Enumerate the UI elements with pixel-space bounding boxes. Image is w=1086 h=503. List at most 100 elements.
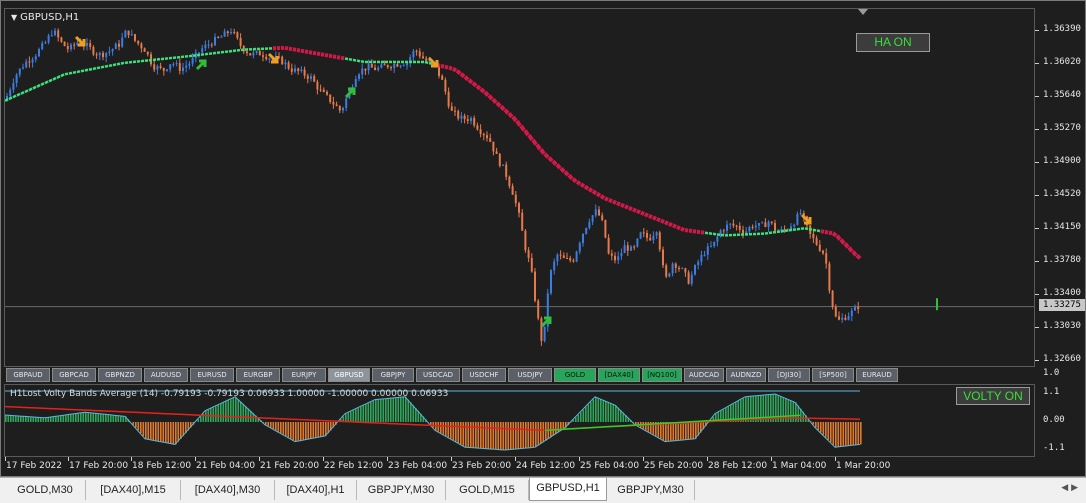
chart-tab[interactable]: GOLD,M30 bbox=[5, 480, 86, 500]
symbol-button-gold[interactable]: GOLD bbox=[554, 368, 596, 382]
ma-segment bbox=[792, 228, 797, 232]
candle bbox=[38, 47, 40, 58]
histogram-bar bbox=[450, 422, 452, 439]
ma-segment bbox=[668, 221, 673, 228]
candle bbox=[713, 241, 716, 248]
candle bbox=[444, 77, 447, 95]
histogram-bar bbox=[25, 416, 27, 422]
histogram-bar bbox=[60, 415, 62, 422]
symbol-button-gbpjpy[interactable]: GBPJPY bbox=[372, 368, 414, 382]
histogram-bar bbox=[35, 417, 37, 422]
indicator-title: H1Lost Volty Bands Average (14) -0.79193… bbox=[10, 389, 449, 399]
histogram-bar bbox=[440, 422, 442, 434]
symbol-button-usdcad[interactable]: USDCAD bbox=[416, 368, 460, 382]
symbol-button-gbpaud[interactable]: GBPAUD bbox=[6, 368, 50, 382]
symbol-button-usdchf[interactable]: USDCHF bbox=[462, 368, 506, 382]
candle bbox=[383, 60, 386, 66]
histogram-bar bbox=[387, 398, 390, 422]
histogram-bar bbox=[700, 422, 702, 433]
candle bbox=[41, 40, 44, 51]
chart-tab-bar: ◀ ▶ GOLD,M30 [DAX40],M15 [DAX40],M30 [DAX40… bbox=[0, 477, 1086, 503]
chart-tab[interactable]: GBPUSD,H1 bbox=[529, 478, 607, 501]
histogram-bar bbox=[417, 410, 420, 422]
candle bbox=[162, 67, 165, 76]
histogram-bar bbox=[485, 422, 487, 449]
symbol-button-usdjpy[interactable]: USDJPY bbox=[508, 368, 552, 382]
ma-segment bbox=[851, 250, 858, 257]
symbol-button-gbpcad[interactable]: GBPCAD bbox=[52, 368, 96, 382]
chart-tab[interactable]: GBPJPY,M30 bbox=[607, 480, 695, 500]
chart-tab[interactable]: [DAX40],H1 bbox=[275, 480, 357, 500]
chart-tab[interactable]: [DAX40],M30 bbox=[181, 480, 275, 500]
histogram-bar bbox=[750, 396, 752, 422]
time-tick bbox=[835, 457, 836, 461]
symbol-button-dji30[interactable]: [DJI30] bbox=[768, 368, 810, 382]
symbol-button-audnzd[interactable]: AUDNZD bbox=[726, 368, 766, 382]
histogram-bar bbox=[350, 411, 352, 422]
price-tick bbox=[1035, 294, 1039, 295]
volty-on-badge[interactable]: VOLTY ON bbox=[956, 387, 1030, 405]
symbol-button-gbpnzd[interactable]: GBPNZD bbox=[98, 368, 142, 382]
histogram-bar bbox=[150, 422, 152, 440]
candle bbox=[700, 250, 703, 266]
symbol-button-nq100[interactable]: [NQ100] bbox=[642, 368, 682, 382]
symbol-button-eurgbp[interactable]: EURGBP bbox=[236, 368, 280, 382]
histogram-bar bbox=[577, 414, 580, 422]
candle bbox=[530, 253, 533, 273]
symbol-button-dax40[interactable]: [DAX40] bbox=[598, 368, 640, 382]
histogram-bar bbox=[737, 401, 740, 422]
dropdown-triangle-icon[interactable]: ▼ bbox=[11, 13, 18, 22]
candle bbox=[588, 218, 591, 230]
histogram-bar bbox=[662, 422, 665, 441]
histogram-bar bbox=[575, 417, 577, 422]
ma-segment bbox=[467, 78, 474, 85]
histogram-bar bbox=[47, 417, 50, 422]
chart-tab[interactable]: GOLD,M15 bbox=[446, 480, 529, 500]
price-chart-pane[interactable]: ▼ GBPUSD,H1 HA ON bbox=[4, 8, 1035, 367]
ma-segment bbox=[656, 217, 661, 223]
histogram-bar bbox=[595, 396, 597, 422]
histogram-bar bbox=[852, 422, 855, 446]
histogram-bar bbox=[675, 422, 677, 441]
ha-on-badge[interactable]: HA ON bbox=[856, 33, 930, 52]
ma-segment bbox=[56, 75, 61, 79]
candle bbox=[546, 288, 549, 332]
symbol-button-eurusd[interactable]: EURUSD bbox=[190, 368, 234, 382]
candle bbox=[450, 102, 453, 112]
candle bbox=[620, 248, 623, 261]
candle bbox=[694, 264, 696, 276]
candle bbox=[188, 61, 191, 70]
candle bbox=[489, 133, 492, 143]
chart-tab[interactable]: [DAX40],M15 bbox=[86, 480, 181, 500]
ma-segment bbox=[664, 220, 669, 226]
ma-segment bbox=[624, 204, 629, 210]
histogram-bar bbox=[137, 422, 140, 431]
ma-segment bbox=[644, 212, 649, 218]
candle bbox=[105, 52, 108, 63]
symbol-button-eurjpy[interactable]: EURJPY bbox=[282, 368, 326, 382]
ma-segment bbox=[620, 202, 625, 208]
candle bbox=[825, 248, 828, 269]
histogram-bar bbox=[520, 422, 522, 449]
histogram-bar bbox=[330, 422, 332, 431]
histogram-bar bbox=[762, 395, 765, 422]
symbol-button-audusd[interactable]: AUDUSD bbox=[144, 368, 188, 382]
histogram-bar bbox=[357, 407, 360, 422]
histogram-bar bbox=[400, 397, 402, 422]
candle bbox=[719, 228, 722, 238]
chart-tab[interactable]: GBPJPY,M30 bbox=[357, 480, 446, 500]
candle bbox=[236, 31, 239, 40]
tab-scroll-arrows-icon[interactable]: ◀ ▶ bbox=[1061, 483, 1078, 493]
symbol-button-audcad[interactable]: AUDCAD bbox=[684, 368, 724, 382]
histogram-bar bbox=[282, 422, 285, 435]
histogram-bar bbox=[542, 422, 545, 443]
candle bbox=[9, 87, 12, 99]
histogram-bar bbox=[692, 422, 695, 440]
symbol-button-gbpusd[interactable]: GBPUSD bbox=[328, 368, 370, 382]
shift-marker-icon bbox=[858, 9, 868, 15]
ma-segment bbox=[84, 68, 89, 72]
symbol-button-euraud[interactable]: EURAUD bbox=[856, 368, 898, 382]
indicator-pane[interactable]: H1Lost Volty Bands Average (14) -0.79193… bbox=[4, 384, 1035, 457]
symbol-button-sp500[interactable]: [SP500] bbox=[812, 368, 854, 382]
candle bbox=[124, 29, 127, 38]
